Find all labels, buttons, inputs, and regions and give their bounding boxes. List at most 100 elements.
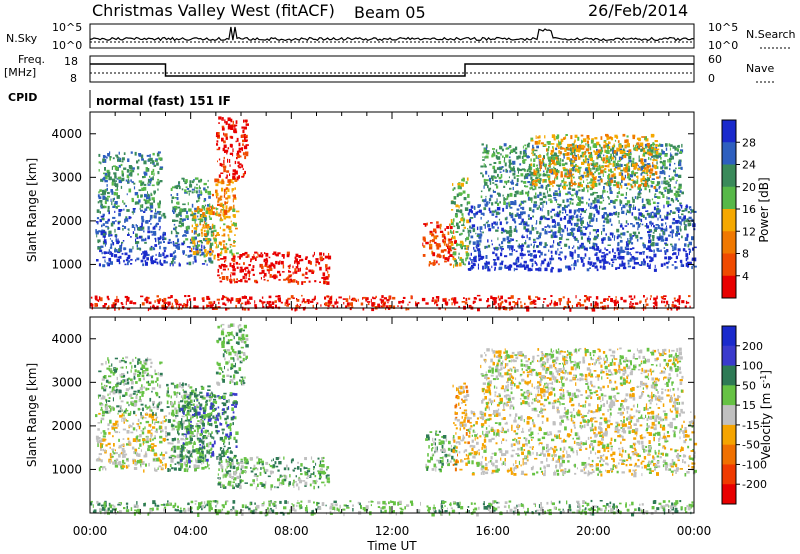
- power-cell: [501, 261, 504, 266]
- power-cell: [589, 171, 593, 176]
- power-cell: [245, 270, 247, 272]
- power-cell: [629, 204, 632, 206]
- power-cell: [114, 175, 117, 179]
- power-cell: [286, 277, 290, 281]
- power-cell: [568, 300, 571, 303]
- power-cell: [509, 226, 512, 230]
- power-cell: [151, 184, 155, 187]
- power-cell: [465, 251, 468, 254]
- power-cell: [502, 248, 504, 250]
- power-cell: [688, 251, 690, 255]
- power-cell: [551, 225, 556, 228]
- power-cell: [454, 259, 457, 263]
- power-cell: [516, 155, 519, 160]
- power-cell: [684, 305, 687, 309]
- power-cell: [668, 159, 672, 163]
- power-cell: [313, 251, 315, 256]
- power-cell: [543, 163, 547, 168]
- power-cell: [668, 234, 671, 237]
- power-cell: [526, 143, 530, 148]
- power-cell: [154, 237, 156, 240]
- power-cell: [177, 201, 180, 205]
- power-cell: [159, 167, 163, 170]
- power-cell: [666, 225, 667, 228]
- power-cell: [592, 144, 595, 148]
- velocity-cell: [143, 469, 145, 473]
- power-cell: [115, 220, 117, 222]
- power-cell: [151, 255, 154, 257]
- power-cell: [592, 229, 597, 232]
- power-cell: [487, 220, 489, 222]
- power-cell: [241, 126, 245, 129]
- power-cell: [478, 258, 481, 262]
- power-cell: [434, 302, 436, 305]
- power-cell: [616, 147, 620, 152]
- power-cell: [559, 258, 562, 261]
- power-cell: [125, 216, 128, 220]
- power-cell: [485, 155, 489, 159]
- power-cell: [637, 164, 639, 167]
- power-cell: [693, 257, 697, 262]
- power-cell: [266, 263, 268, 268]
- power-cell: [237, 255, 239, 258]
- power-cell: [645, 172, 648, 175]
- power-cell: [594, 265, 598, 269]
- power-cell: [588, 203, 590, 207]
- power-cell: [465, 257, 467, 262]
- power-cell: [557, 205, 561, 209]
- power-cell: [610, 153, 613, 158]
- power-cell: [480, 190, 483, 193]
- power-cell: [244, 251, 248, 255]
- power-cell: [625, 244, 629, 248]
- power-cell: [105, 225, 108, 228]
- power-cell: [213, 229, 217, 232]
- power-cell: [239, 155, 242, 158]
- power-cell: [362, 296, 367, 299]
- power-cell: [568, 215, 572, 220]
- velocity-cell: [102, 430, 106, 433]
- power-cell: [503, 143, 507, 147]
- power-cell: [104, 200, 107, 205]
- power-cell: [593, 143, 597, 148]
- power-cell: [530, 186, 533, 190]
- power-cell: [580, 134, 584, 137]
- power-cell: [111, 201, 113, 206]
- power-cell: [485, 170, 488, 175]
- power-cell: [194, 259, 197, 263]
- power-cell: [244, 155, 247, 160]
- power-cell: [541, 262, 544, 265]
- power-cell: [415, 302, 418, 307]
- power-cell: [564, 174, 567, 178]
- velocity-cell: [118, 454, 121, 458]
- power-cell: [319, 256, 323, 260]
- power-cell: [649, 171, 653, 174]
- power-cell: [619, 163, 623, 167]
- power-cell: [645, 184, 648, 187]
- power-cell: [491, 226, 495, 229]
- power-cell: [637, 227, 639, 231]
- power-cell: [200, 190, 202, 195]
- power-cell: [621, 249, 625, 253]
- power-cell: [451, 209, 454, 211]
- power-cell: [517, 259, 520, 263]
- power-cell: [109, 238, 111, 240]
- power-cell: [125, 205, 127, 208]
- power-cell: [649, 153, 653, 156]
- power-cell: [223, 223, 226, 226]
- power-cell: [138, 159, 140, 162]
- power-cell: [628, 153, 632, 156]
- power-cell: [660, 218, 664, 221]
- power-cell: [550, 299, 553, 304]
- power-cell: [495, 216, 498, 218]
- power-cell: [656, 208, 660, 212]
- power-cell: [480, 195, 483, 199]
- power-cell: [266, 265, 270, 268]
- power-cell: [527, 244, 530, 248]
- power-cell: [482, 156, 484, 158]
- power-cell: [269, 274, 272, 278]
- power-region: [215, 116, 249, 181]
- power-cell: [174, 185, 177, 189]
- power-cell: [102, 213, 105, 217]
- power-cell: [250, 258, 253, 261]
- power-cell: [115, 183, 119, 188]
